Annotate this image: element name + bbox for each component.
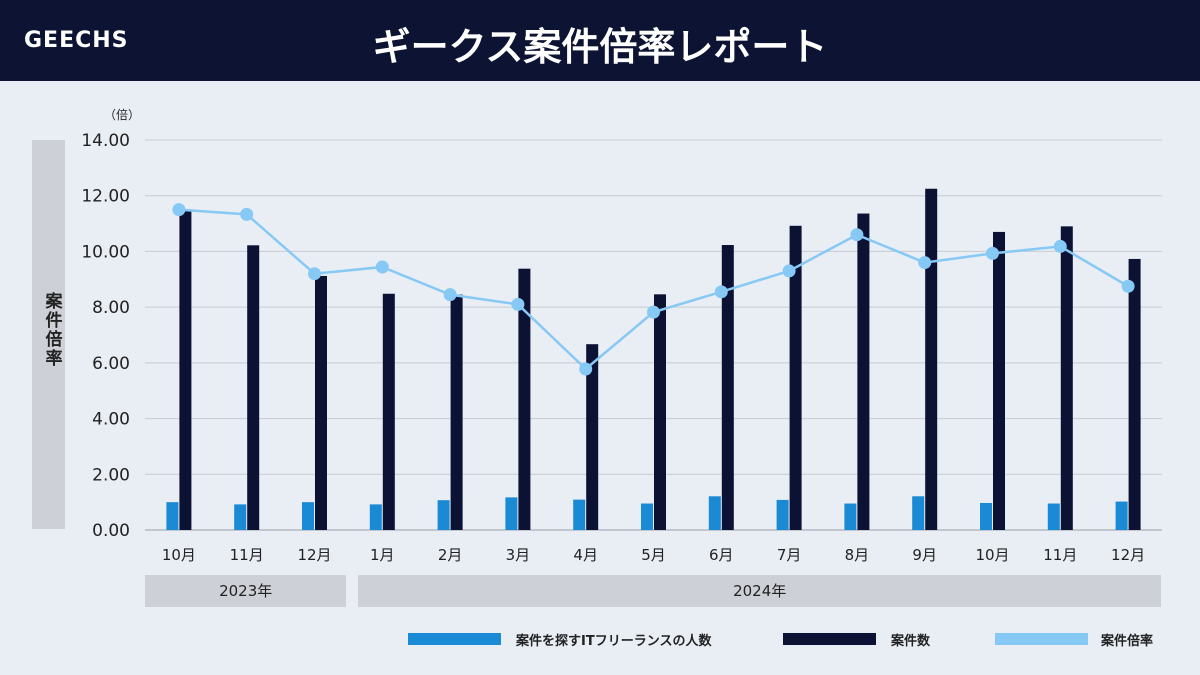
y-tick-label: 0.00 — [92, 521, 130, 541]
x-tick-label: 12月 — [297, 546, 331, 564]
ratio-point — [511, 297, 525, 311]
ratio-point — [172, 203, 186, 217]
y-tick-label: 8.00 — [92, 298, 130, 318]
bar-people — [302, 502, 314, 530]
y-tick-label: 14.00 — [81, 131, 130, 151]
bar-people — [369, 504, 382, 530]
x-tick-label: 10月 — [975, 546, 1009, 564]
bar-jobs — [993, 231, 1005, 530]
bar-jobs — [179, 211, 192, 531]
legend-label: 案件を探すITフリーランスの人数 — [516, 634, 712, 649]
x-tick-label: 12月 — [1111, 546, 1145, 564]
ratio-point — [443, 288, 457, 302]
ratio-point — [647, 305, 660, 319]
ratio-point — [1053, 239, 1067, 253]
bar-jobs — [1060, 226, 1073, 530]
bar-people — [708, 496, 721, 530]
y-tick-label: 12.00 — [81, 187, 130, 207]
x-tick-label: 11月 — [1043, 546, 1077, 564]
bar-people — [844, 503, 857, 530]
x-tick-label: 10月 — [162, 546, 196, 564]
bar-people — [912, 496, 925, 530]
bar-people — [573, 499, 586, 530]
ratio-point — [714, 285, 728, 299]
bar-jobs — [721, 245, 734, 530]
bar-people — [437, 500, 450, 530]
bar-people — [505, 497, 518, 530]
bar-jobs — [1128, 258, 1141, 530]
bar-jobs — [315, 275, 327, 530]
bar-people — [1047, 503, 1060, 530]
y-tick-label: 4.00 — [92, 410, 130, 430]
bar-people — [234, 504, 247, 530]
bar-people — [1115, 501, 1128, 530]
bar-jobs — [857, 213, 870, 531]
x-tick-label: 7月 — [777, 546, 802, 564]
ratio-point — [918, 256, 932, 270]
ratio-point — [375, 260, 389, 274]
y-tick-label: 6.00 — [92, 354, 130, 374]
bar-jobs — [654, 294, 666, 530]
x-tick-label: 2月 — [438, 546, 463, 564]
bar-people — [166, 502, 179, 530]
legend-label: 案件数 — [891, 634, 931, 649]
bar-jobs — [450, 294, 463, 530]
legend-swatch — [783, 633, 876, 645]
x-tick-label: 8月 — [845, 546, 870, 564]
bar-people — [776, 499, 789, 530]
x-tick-label: 4月 — [573, 546, 598, 564]
page-title: ギークス案件倍率レポート — [372, 25, 828, 69]
bar-jobs — [925, 188, 938, 530]
header-bar: GEECHS ギークス案件倍率レポート — [0, 0, 1200, 81]
legend-swatch — [408, 633, 501, 645]
ratio-point — [782, 264, 796, 278]
y-axis-label-box: 案件倍率 — [32, 140, 65, 529]
y-tick-label: 2.00 — [92, 465, 130, 485]
ratio-point — [240, 207, 254, 221]
bar-jobs — [789, 225, 802, 531]
year-group-label: 2024年 — [358, 575, 1161, 607]
chart-area: 0.00 2.00 4.00 6.00 8.00 10.00 12.00 14.00 10月 11… — [81, 131, 1162, 564]
logo: GEECHS — [24, 28, 129, 53]
x-tick-label: 5月 — [641, 546, 666, 564]
ratio-point — [850, 228, 864, 242]
bar-jobs — [247, 245, 260, 531]
x-tick-label: 6月 — [709, 546, 734, 564]
x-tick-label: 11月 — [230, 546, 264, 564]
y-axis-label: 案件倍率 — [41, 292, 62, 368]
ratio-point — [308, 267, 321, 281]
bar-people — [980, 502, 992, 530]
x-tick-label: 9月 — [912, 546, 937, 564]
bar-jobs — [382, 293, 395, 530]
y-axis-unit: （倍） — [104, 108, 141, 122]
x-tick-label: 1月 — [370, 546, 395, 564]
y-tick-label: 10.00 — [81, 242, 130, 262]
bar-jobs — [518, 268, 531, 530]
bar-jobs — [586, 344, 599, 530]
bar-people — [641, 503, 653, 530]
ratio-point — [1121, 279, 1135, 293]
legend-swatch — [995, 633, 1088, 645]
x-tick-label: 3月 — [506, 546, 531, 564]
legend-label: 案件倍率 — [1101, 634, 1154, 649]
year-group-label: 2023年 — [145, 575, 347, 607]
ratio-point — [986, 246, 999, 260]
ratio-point — [579, 362, 593, 376]
